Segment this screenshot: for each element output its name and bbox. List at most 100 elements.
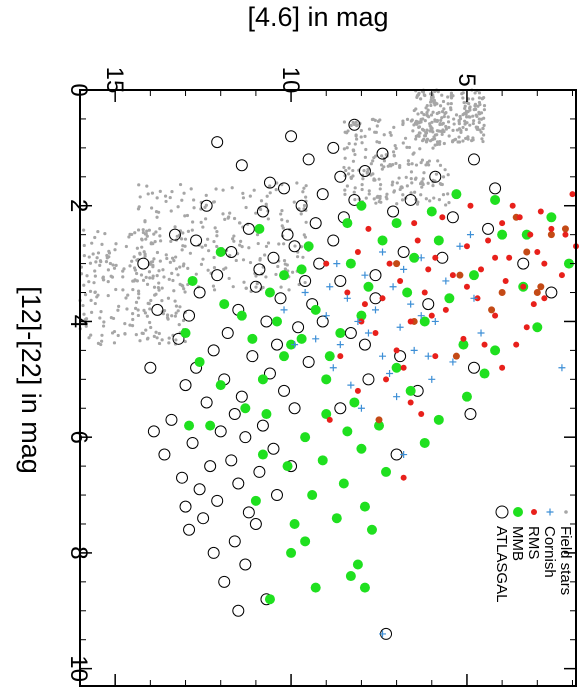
atlasgal-green-point [419,437,430,448]
field-star-point [394,146,398,150]
field-star-point [342,165,346,170]
field-star-point [133,231,137,235]
field-star-point [382,133,386,137]
field-star-point [447,201,451,205]
field-star-point [135,279,139,283]
field-star-point [393,143,397,148]
field-star-point [457,135,461,139]
field-star-point [258,258,262,262]
field-star-point [409,177,413,181]
field-star-point [212,288,217,292]
field-star-point [367,189,371,193]
field-star-point [170,271,174,275]
field-star-point [419,160,423,165]
field-star-point [299,212,303,216]
field-star-point [156,286,160,290]
field-star-point [228,253,232,258]
atlasgal-point [256,205,269,218]
atlasgal-green-point [468,270,479,281]
field-star-point [137,183,141,187]
field-star-point [425,128,429,132]
field-star-point [179,237,184,241]
field-star-point [155,250,160,255]
field-star-point [354,133,358,137]
field-star-point [149,206,154,210]
field-star-point [372,177,376,181]
atlasgal-point [193,286,206,299]
atlasgal-point [172,332,185,345]
field-star-point [463,104,467,108]
field-star-point [422,113,426,117]
rms-point [407,318,414,325]
field-star-point [351,159,356,163]
field-star-point [137,205,141,209]
field-star-point [440,116,444,120]
field-star-point [279,212,283,216]
field-star-point [377,140,382,145]
field-star-point [266,241,271,245]
field-star-point [446,120,451,124]
field-star-point [106,268,111,272]
atlasgal-green-point [271,316,282,327]
atlasgal-point [334,170,347,183]
field-star-point [244,286,248,290]
field-star-point [168,260,172,264]
field-star-point [461,125,465,130]
field-star-point [203,243,208,247]
legend-label: RMS [525,526,542,559]
field-star-point [360,182,364,187]
field-star-point [135,271,139,276]
atlasgal-green-point [254,223,265,234]
field-star-point [96,229,100,234]
field-star-point [401,141,405,145]
field-star-point [188,251,192,255]
field-star-point [447,134,451,138]
field-star-point [462,111,467,116]
field-star-point [157,288,161,292]
rms-point [326,416,333,423]
field-star-point [241,196,246,200]
x-tick-label: 0 [65,83,92,96]
rms-point [428,312,435,319]
field-star-point [446,192,450,196]
atlasgal-green-point [257,449,268,460]
rms-point [411,220,418,227]
field-star-point [385,192,389,196]
field-star-point [398,187,402,192]
y-tick-label: 15 [101,67,128,94]
field-star-point [190,228,194,232]
field-star-point [134,300,139,304]
atlasgal-green-point [497,229,508,240]
field-star-point [183,339,187,344]
plot-frame [79,89,577,687]
cornish-point [312,335,320,343]
rms-point [432,254,439,261]
cornish-point [326,283,334,291]
field-star-point [369,162,373,166]
atlasgal-green-point [215,380,226,391]
field-star-point [405,117,410,121]
field-star-point [160,286,164,290]
atlasgal-green-point [345,258,356,269]
field-star-point [252,188,256,192]
field-star-point [375,124,379,128]
field-star-point [301,190,305,194]
field-star-point [369,173,373,177]
field-star-point [373,130,377,134]
atlasgal-point [387,205,400,218]
field-star-point [420,158,425,162]
field-star-point [406,159,411,163]
atlasgal-point [545,286,558,299]
field-star-point [109,274,113,278]
atlasgal-point [316,188,329,201]
field-star-point [230,186,234,190]
field-star-point [83,293,88,297]
field-star-point [152,232,156,236]
field-star-point [292,200,296,204]
atlasgal-point [168,228,181,241]
field-star-point [158,259,162,263]
field-star-point [174,311,178,315]
field-star-point [223,217,227,221]
field-star-point [441,193,446,197]
field-star-point [378,194,382,199]
